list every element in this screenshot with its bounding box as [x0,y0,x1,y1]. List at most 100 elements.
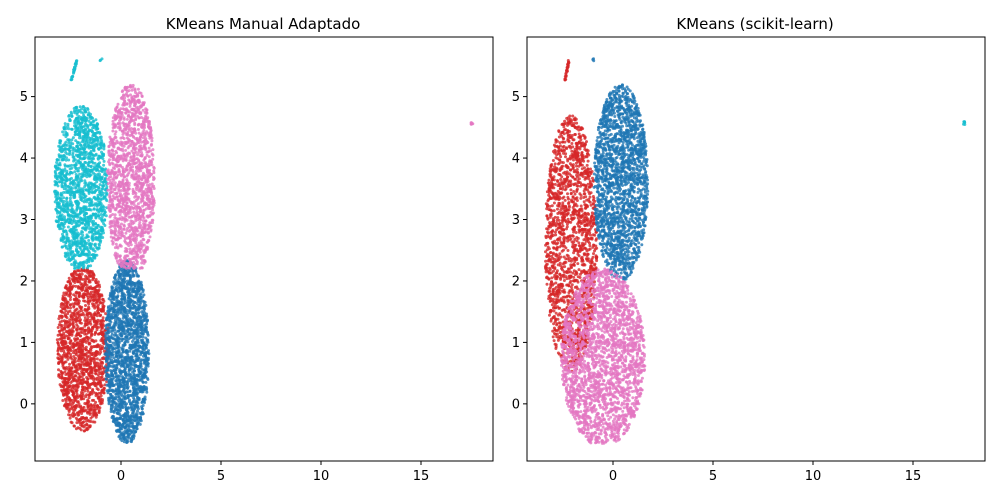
scatter-point-cyan [99,239,103,243]
scatter-point-red [101,297,105,301]
scatter-point-blue [115,360,119,363]
scatter-point-red [88,365,92,369]
scatter-point-blue [142,399,146,403]
scatter-point-blue [115,402,119,406]
scatter-point-blue [116,279,120,283]
scatter-point-red [92,299,96,303]
scatter-point-blue [131,272,135,276]
scatter-point-cyan [79,164,83,168]
scatter-point-blue [133,415,137,419]
scatter-point-blue [115,308,119,312]
scatter-point-cyan [85,235,89,239]
scatter-point-red [57,368,60,372]
scatter-point-cyan [63,215,66,219]
scatter-point-red [100,375,104,379]
scatter-point-cyan [89,169,93,172]
scatter-point-blue [128,274,132,278]
scatter-point-cyan [68,119,72,123]
scatter-point-cyan [63,251,67,255]
scatter-point-cyan [62,237,66,241]
scatter-point-blue [135,332,139,336]
scatter-point-cyan [99,144,103,148]
scatter-point-red [73,369,77,373]
scatter-point-red [83,299,87,303]
scatter-point-cyan [83,127,87,131]
scatter-point-cyan [82,108,86,112]
scatter-point-cyan [97,232,101,236]
scatter-point-cyan [54,172,58,176]
scatter-point-blue [124,332,128,336]
scatter-point-blue [124,349,128,352]
scatter-point-cyan [87,258,90,262]
scatter-point-blue [113,318,117,322]
scatter-point-cyan [87,230,91,234]
scatter-point-cyan [65,143,69,147]
scatter-point-cyan [69,251,73,255]
scatter-point-red [84,395,88,399]
scatter-point-blue [140,407,144,411]
scatter-point-blue [146,362,150,366]
scatter-point-red [97,395,101,399]
scatter-point-cyan [70,176,73,180]
scatter-point-cyan [64,173,68,177]
scatter-point-red [79,334,83,338]
scatter-point-red [94,371,98,375]
scatter-point-cyan [66,210,69,214]
scatter-point-red [88,318,92,322]
scatter-point-cyan [62,196,66,200]
scatter-point-cyan [101,180,105,184]
scatter-point-red [62,302,66,306]
scatter-point-cyan [80,147,83,151]
scatter-point-blue [127,332,131,336]
scatter-point-red [72,305,76,309]
scatter-point-cyan [67,158,71,162]
scatter-point-blue [144,330,148,334]
scatter-point-red [96,291,100,295]
scatter-point-cyan [63,220,67,224]
scatter-point-blue [114,341,117,345]
scatter-point-blue [143,372,147,376]
scatter-point-blue [129,421,133,425]
scatter-point-blue [118,370,122,373]
scatter-point-red [77,285,81,289]
scatter-point-blue [134,412,138,416]
scatter-point-cyan [60,245,64,249]
scatter-point-red [87,349,91,353]
scatter-point-cyan [88,246,92,250]
scatter-point-blue [110,395,114,399]
scatter-point-red [62,351,66,355]
scatter-point-red [90,339,94,343]
scatter-point-red [76,354,80,358]
scatter-point-blue [125,386,129,390]
scatter-point-cyan [55,168,59,172]
scatter-point-cyan [74,125,78,129]
scatter-point-red [68,285,72,289]
scatter-point-red [87,280,91,284]
scatter-point-cyan [82,206,86,210]
scatter-point-red [78,305,82,309]
scatter-point-cyan [73,262,77,266]
scatter-point-blue [120,347,124,351]
scatter-point-blue [124,339,128,343]
scatter-point-blue [122,384,126,387]
scatter-point-blue [112,276,116,280]
scatter-point-red [67,276,71,280]
scatter-point-cyan [55,197,59,201]
scatter-point-red [83,308,87,312]
scatter-point-red [85,387,89,391]
scatter-point-red [95,320,99,324]
scatter-point-blue [144,380,148,384]
scatter-point-red [74,294,77,298]
scatter-point-blue [146,338,150,342]
scatter-point-red [90,270,94,274]
scatter-point-blue [135,338,139,342]
scatter-point-cyan [71,181,75,185]
scatter-points [53,57,475,444]
scatter-point-red [102,357,105,361]
scatter-point-blue [107,352,111,356]
scatter-point-cyan [62,154,66,158]
scatter-point-red [71,393,75,397]
scatter-point-cyan [94,215,98,219]
scatter-point-red [92,345,96,348]
scatter-point-cyan [59,221,63,225]
